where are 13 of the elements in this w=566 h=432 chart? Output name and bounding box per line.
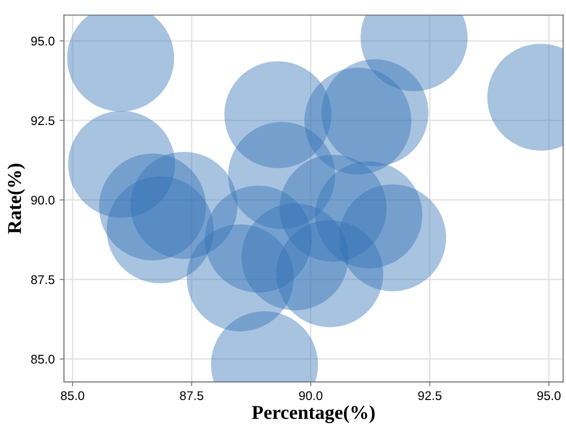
y-tick-label: 85.0: [31, 354, 54, 364]
x-tick-label: 92.5: [418, 391, 442, 400]
point: [339, 184, 446, 292]
y-tick-label: 87.5: [31, 275, 54, 284]
x-tick-label: 87.5: [180, 391, 204, 400]
x-axis-title: Percentage(%): [252, 405, 375, 424]
y-tick-label: 90.0: [31, 196, 54, 205]
x-tick-label: 95.0: [537, 391, 561, 400]
x-tick-label: 90.0: [299, 391, 322, 400]
y-axis-title: Rate(%): [7, 164, 26, 234]
y-tick-label: 95.0: [31, 36, 54, 46]
y-tick-label: 92.5: [31, 116, 54, 126]
x-tick-label: 85.0: [60, 391, 84, 400]
